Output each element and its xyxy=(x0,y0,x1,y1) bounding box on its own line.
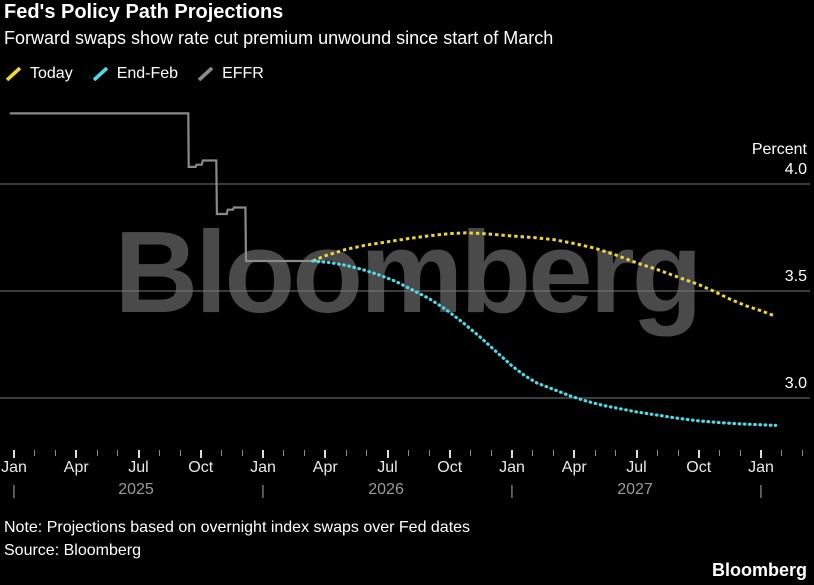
minor-tick xyxy=(221,450,222,456)
endfeb-slash-icon xyxy=(92,67,108,81)
minor-tick xyxy=(490,450,492,456)
minor-tick xyxy=(553,450,554,456)
legend-label-effr: EFFR xyxy=(222,65,264,82)
minor-tick xyxy=(594,450,596,456)
month-label-apr-m3: Apr xyxy=(63,459,89,476)
month-label-jul-m30: Jul xyxy=(626,459,647,476)
y-tick-label-3-0: 3.0 xyxy=(784,375,807,392)
month-label-jan-m12: Jan xyxy=(250,459,276,476)
series-today xyxy=(312,231,777,318)
major-tick xyxy=(324,450,327,458)
major-tick xyxy=(199,450,202,458)
minor-tick xyxy=(677,450,679,456)
bloomberg-watermark: Bloomberg xyxy=(114,207,702,337)
month-label-jan-m0: Jan xyxy=(1,459,27,476)
legend: Today End-Feb EFFR xyxy=(5,65,264,83)
minor-tick xyxy=(117,450,119,456)
minor-tick xyxy=(179,450,181,456)
month-label-jan-m24: Jan xyxy=(499,459,525,476)
year-separator-m36: | xyxy=(759,482,763,498)
chart-title: Fed's Policy Path Projections xyxy=(4,1,284,23)
minor-tick xyxy=(366,450,368,456)
major-tick xyxy=(137,450,140,458)
year-separator-m12: | xyxy=(261,482,265,498)
legend-label-endfeb: End-Feb xyxy=(116,65,179,82)
legend-label-today: Today xyxy=(30,65,73,82)
minor-tick xyxy=(781,450,783,456)
minor-tick xyxy=(96,450,98,456)
month-label-apr-m27: Apr xyxy=(561,459,587,476)
major-tick xyxy=(75,450,78,458)
year-separator-m24: | xyxy=(510,482,514,498)
minor-tick xyxy=(304,450,305,456)
legend-item-today: Today xyxy=(5,65,73,83)
minor-tick xyxy=(55,450,56,456)
major-tick xyxy=(13,450,15,458)
year-separator-m0: | xyxy=(12,482,16,498)
major-tick xyxy=(760,450,762,458)
month-label-apr-m15: Apr xyxy=(312,459,338,476)
y-tick-label-4-0: 4.0 xyxy=(784,161,807,178)
year-label-2026: 2026 xyxy=(368,481,404,498)
minor-tick xyxy=(802,450,803,456)
month-label-oct-m9: Oct xyxy=(188,459,214,476)
minor-tick xyxy=(34,450,36,456)
source-line: Source: Bloomberg xyxy=(4,542,141,559)
legend-item-endfeb: End-Feb xyxy=(92,65,178,83)
minor-tick xyxy=(407,450,409,456)
legend-item-effr: EFFR xyxy=(197,65,264,83)
footnote: Note: Projections based on overnight ind… xyxy=(4,519,471,536)
y-tick-label-3-5: 3.5 xyxy=(784,268,807,285)
major-tick xyxy=(573,450,576,458)
minor-tick xyxy=(656,450,658,456)
minor-tick xyxy=(345,450,347,456)
minor-tick xyxy=(158,450,160,456)
today-slash-icon xyxy=(5,67,22,81)
year-label-2027: 2027 xyxy=(617,481,653,498)
month-label-jan-m36: Jan xyxy=(748,459,774,476)
minor-tick xyxy=(241,450,243,456)
month-label-jul-m6: Jul xyxy=(128,459,149,476)
major-tick xyxy=(511,450,513,458)
major-tick xyxy=(386,450,389,458)
y-axis-unit-label: Percent xyxy=(751,141,807,158)
minor-tick xyxy=(719,450,720,456)
minor-tick xyxy=(532,450,534,456)
major-tick xyxy=(262,450,264,458)
series-endfeb xyxy=(311,259,778,427)
major-tick xyxy=(697,450,700,458)
effr-slash-icon xyxy=(197,67,214,81)
year-label-2025: 2025 xyxy=(118,481,154,498)
chart-subtitle: Forward swaps show rate cut premium unwo… xyxy=(4,28,554,48)
month-label-jul-m18: Jul xyxy=(377,459,398,476)
month-label-oct-m33: Oct xyxy=(686,459,712,476)
minor-tick xyxy=(428,450,430,456)
month-label-oct-m21: Oct xyxy=(437,459,463,476)
bloomberg-logo: Bloomberg xyxy=(711,560,807,580)
major-tick xyxy=(448,450,451,458)
minor-tick xyxy=(615,450,617,456)
series-effr xyxy=(9,112,317,263)
minor-tick xyxy=(470,450,471,456)
minor-tick xyxy=(283,450,285,456)
major-tick xyxy=(635,450,638,458)
minor-tick xyxy=(739,450,741,456)
